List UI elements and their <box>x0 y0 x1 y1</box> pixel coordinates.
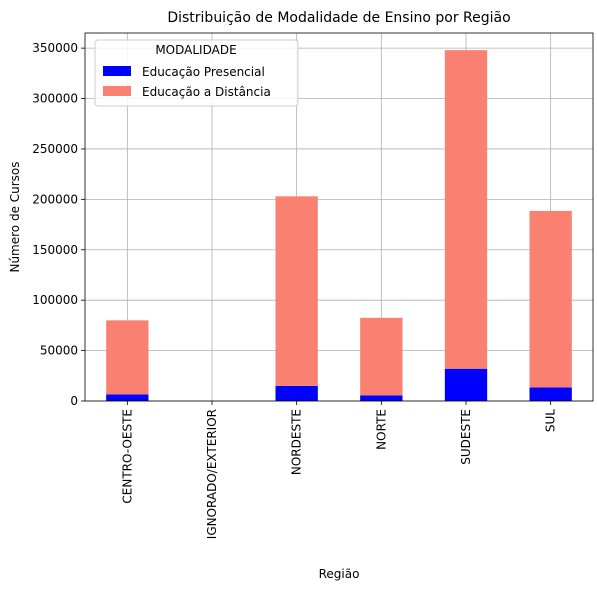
x-axis-label: Região <box>319 567 360 581</box>
bar-presencial <box>529 387 572 401</box>
plot-frame <box>84 32 594 402</box>
bar-presencial <box>360 395 403 401</box>
x-tick-label: NORDESTE <box>290 409 304 475</box>
legend-swatch-presencial <box>103 66 131 76</box>
legend-label-presencial: Educação Presencial <box>142 65 265 79</box>
x-tick-label: CENTRO-OESTE <box>120 409 134 504</box>
bar-presencial <box>444 368 488 401</box>
y-axis: 0 50000 100000 150000 200000 250000 300000 3500… <box>32 41 85 408</box>
bar-distancia <box>275 196 318 386</box>
y-tick-label: 350000 <box>32 41 78 55</box>
legend-label-distancia: Educação a Distância <box>142 85 271 99</box>
bar-distancia <box>444 50 488 369</box>
x-tick-label: NORTE <box>374 409 388 450</box>
legend-swatch-distancia <box>103 86 131 96</box>
bar-presencial <box>275 385 318 401</box>
bar-presencial <box>106 394 149 401</box>
y-tick-label: 200000 <box>32 192 78 206</box>
y-axis-label: Número de Cursos <box>8 161 22 272</box>
legend-title: MODALIDADE <box>155 43 236 57</box>
y-tick-label: 100000 <box>32 293 78 307</box>
bar-distancia <box>106 320 149 395</box>
y-tick-label: 150000 <box>32 243 78 257</box>
y-tick-label: 50000 <box>40 344 78 358</box>
legend-frame <box>94 39 299 107</box>
x-tick-label: SUDESTE <box>459 409 473 465</box>
legend: MODALIDADE Educação Presencial Educação … <box>94 39 299 107</box>
chart-title: Distribuição de Modalidade de Ensino por… <box>167 10 510 26</box>
x-tick-label: SUL <box>544 409 558 432</box>
x-tick-label: IGNORADO/EXTERIOR <box>205 409 219 539</box>
bar-distancia <box>360 317 403 396</box>
x-axis: CENTRO-OESTE IGNORADO/EXTERIOR NORDESTE NOR… <box>120 401 558 539</box>
y-tick-label: 0 <box>70 394 78 408</box>
y-tick-label: 300000 <box>32 92 78 106</box>
bar-distancia <box>529 210 572 388</box>
bars <box>106 50 572 401</box>
y-tick-label: 250000 <box>32 142 78 156</box>
